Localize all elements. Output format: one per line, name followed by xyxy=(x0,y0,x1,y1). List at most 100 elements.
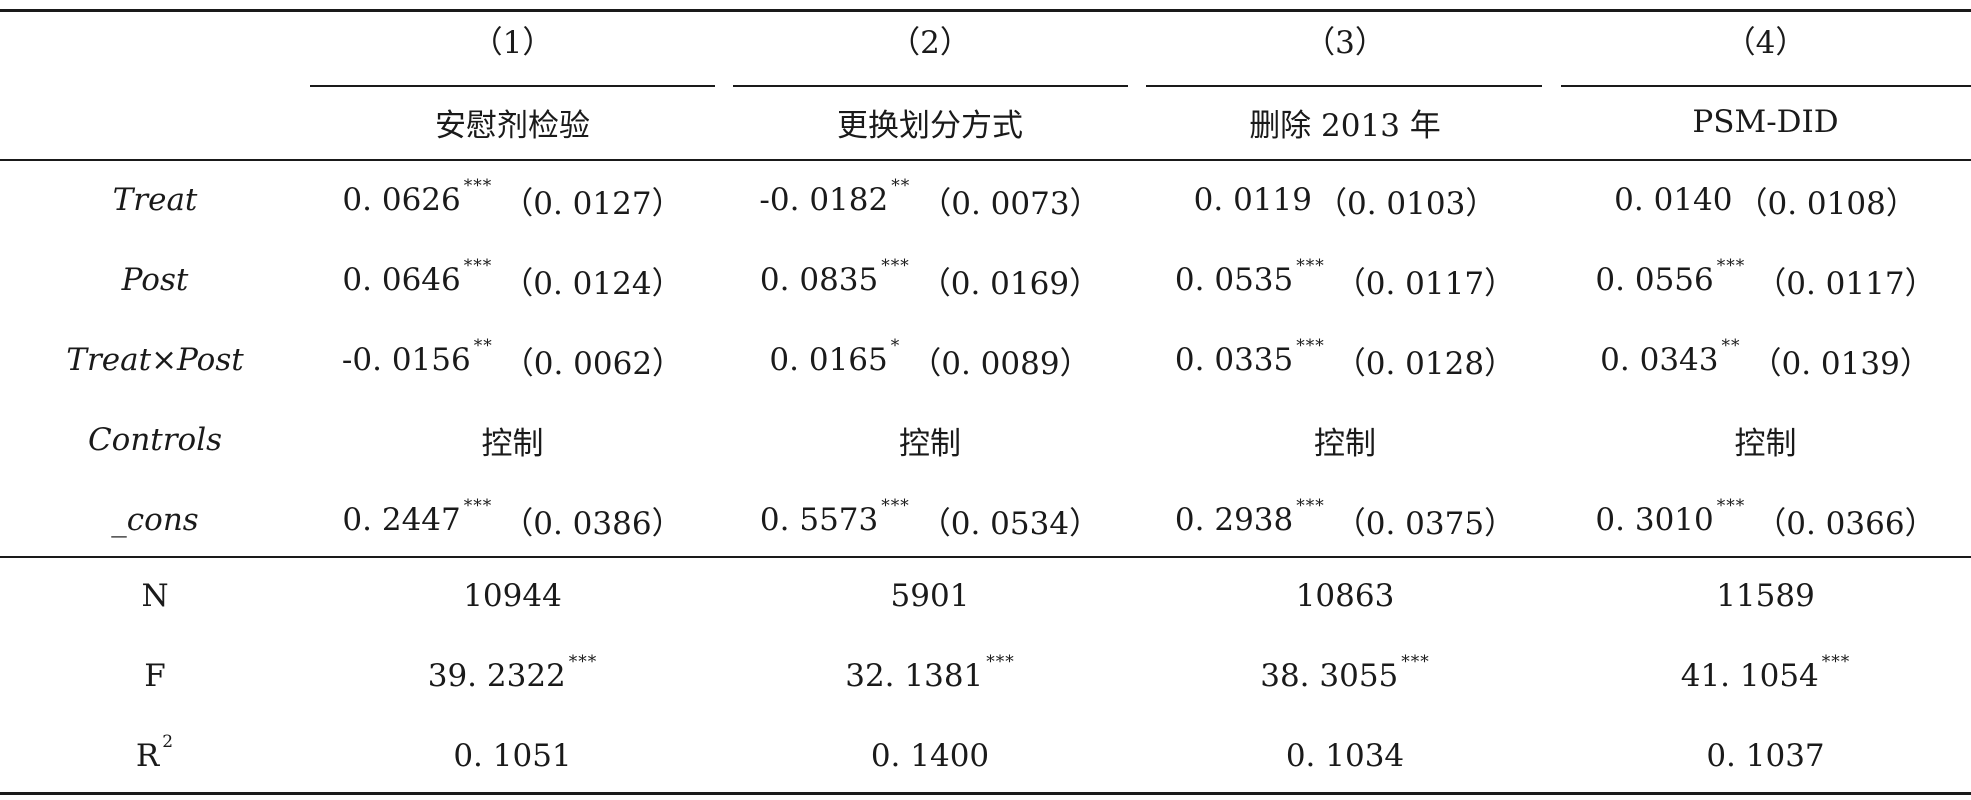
stat-cell: 11589 xyxy=(1560,566,1971,626)
standard-error: （0. 0073） xyxy=(920,185,1101,222)
standard-error: （0. 0534） xyxy=(919,505,1101,542)
row-label-controls: Controls xyxy=(87,422,223,458)
stat-value: 0. 1034 xyxy=(1285,738,1405,774)
table-cell: 0. 0626 *** （0. 0127） xyxy=(310,170,715,230)
column-title-1: 安慰剂检验 xyxy=(435,107,590,144)
standard-error: （0. 0117） xyxy=(1334,265,1516,302)
column-title-3: 删除 2013 年 xyxy=(1249,107,1441,144)
row-label-cons: _cons xyxy=(111,502,199,538)
coefficient: 0. 5573 xyxy=(759,502,879,538)
stat-value: 11589 xyxy=(1716,578,1815,614)
table-cell: 0. 5573 *** （0. 0534） xyxy=(730,490,1130,550)
stat-cell: 10863 xyxy=(1145,566,1545,626)
stat-value: 41. 1054 xyxy=(1680,658,1819,694)
coefficient: 0. 0556 xyxy=(1595,262,1714,298)
coefficient: 0. 2938 xyxy=(1174,502,1294,538)
header-subrule-3 xyxy=(1146,85,1542,87)
significance-stars: *** xyxy=(881,496,910,516)
table-cell: 控制 xyxy=(730,410,1130,470)
coefficient: 0. 0835 xyxy=(759,262,879,298)
stat-cell: 0. 1400 xyxy=(730,726,1130,786)
significance-stars: *** xyxy=(1296,336,1325,356)
stat-label-superscript: 2 xyxy=(162,732,175,752)
header-subrule-2 xyxy=(733,85,1128,87)
stat-cell: 41. 1054 *** xyxy=(1560,646,1971,706)
stat-label-text: N xyxy=(141,578,169,614)
stat-value: 32. 1381 xyxy=(845,658,984,694)
table-cell: 控制 xyxy=(1145,410,1545,470)
column-number-2: （2） xyxy=(889,24,971,61)
significance-stars: *** xyxy=(1716,496,1746,516)
coefficient: 控制 xyxy=(481,425,544,462)
table-cell: -0. 0182 ** （0. 0073） xyxy=(730,170,1130,230)
standard-error: （0. 0386） xyxy=(502,505,683,542)
stat-label-text: F xyxy=(144,658,166,694)
coefficient: 0. 0626 xyxy=(342,182,461,218)
standard-error: （0. 0127） xyxy=(502,185,683,222)
table-cell: 0. 2447 *** （0. 0386） xyxy=(310,490,715,550)
table-cell: 0. 2938 *** （0. 0375） xyxy=(1145,490,1545,550)
significance-stars: *** xyxy=(463,176,493,196)
coefficient: 0. 0535 xyxy=(1174,262,1294,298)
table-cell: 0. 0646 *** （0. 0124） xyxy=(310,250,715,310)
coefficient: 控制 xyxy=(1734,425,1797,462)
row-label-treat-post: Treat×Post xyxy=(66,342,244,378)
stat-value: 39. 2322 xyxy=(427,658,566,694)
stats-separator-rule xyxy=(0,556,1971,558)
table-cell: 0. 3010 *** （0. 0366） xyxy=(1560,490,1971,550)
standard-error: （0. 0117） xyxy=(1755,265,1936,302)
column-title-2: 更换划分方式 xyxy=(837,107,1023,144)
stat-value: 10944 xyxy=(463,578,562,614)
stat-cell: 0. 1034 xyxy=(1145,726,1545,786)
table-cell: 0. 0535 *** （0. 0117） xyxy=(1145,250,1545,310)
coefficient: 0. 0646 xyxy=(342,262,461,298)
table-cell: 0. 0119 （0. 0103） xyxy=(1145,170,1545,230)
significance-stars: *** xyxy=(568,652,598,672)
table-cell: 0. 0343 ** （0. 0139） xyxy=(1560,330,1971,390)
significance-stars: *** xyxy=(986,652,1015,672)
bottom-rule xyxy=(0,792,1971,795)
column-number-3: （3） xyxy=(1304,24,1386,61)
significance-stars: *** xyxy=(1296,496,1325,516)
stat-label-f: F xyxy=(0,646,310,706)
header-bottom-rule xyxy=(0,159,1971,161)
standard-error: （0. 0169） xyxy=(919,265,1101,302)
stat-value: 10863 xyxy=(1295,578,1395,614)
coefficient: 0. 0140 xyxy=(1614,182,1733,218)
significance-stars: *** xyxy=(463,256,493,276)
stat-cell: 5901 xyxy=(730,566,1130,626)
row-label-treat: Treat xyxy=(112,182,198,218)
stat-value: 38. 3055 xyxy=(1260,658,1399,694)
coefficient: 0. 0165 xyxy=(769,342,888,378)
coefficient: -0. 0156 xyxy=(341,342,471,378)
table-cell: 控制 xyxy=(310,410,715,470)
significance-stars: *** xyxy=(1401,652,1430,672)
significance-stars: *** xyxy=(1296,256,1325,276)
stat-cell: 39. 2322 *** xyxy=(310,646,715,706)
stat-value: 0. 1051 xyxy=(453,738,572,774)
coefficient: 控制 xyxy=(899,425,961,462)
significance-stars: *** xyxy=(881,256,910,276)
stat-label-n: N xyxy=(0,566,310,626)
significance-stars: ** xyxy=(473,336,493,356)
significance-stars: *** xyxy=(1716,256,1746,276)
table-cell: 0. 0335 *** （0. 0128） xyxy=(1145,330,1545,390)
table-cell: 0. 0556 *** （0. 0117） xyxy=(1560,250,1971,310)
stat-cell: 38. 3055 *** xyxy=(1145,646,1545,706)
significance-stars: *** xyxy=(463,496,493,516)
stat-label-text: R xyxy=(135,738,160,774)
significance-stars: ** xyxy=(891,176,911,196)
stat-value: 5901 xyxy=(890,578,970,614)
column-title-4: PSM-DID xyxy=(1692,104,1839,140)
standard-error: （0. 0366） xyxy=(1755,505,1936,542)
stat-cell: 32. 1381 *** xyxy=(730,646,1130,706)
coefficient: 0. 0119 xyxy=(1193,182,1312,218)
column-number-4: （4） xyxy=(1724,24,1807,61)
standard-error: （0. 0062） xyxy=(502,345,684,382)
table-cell: 控制 xyxy=(1560,410,1971,470)
standard-error: （0. 0375） xyxy=(1334,505,1516,542)
header-subrule-4 xyxy=(1561,85,1971,87)
header-subrule-1 xyxy=(310,85,715,87)
table-cell: 0. 0140 （0. 0108） xyxy=(1560,170,1971,230)
